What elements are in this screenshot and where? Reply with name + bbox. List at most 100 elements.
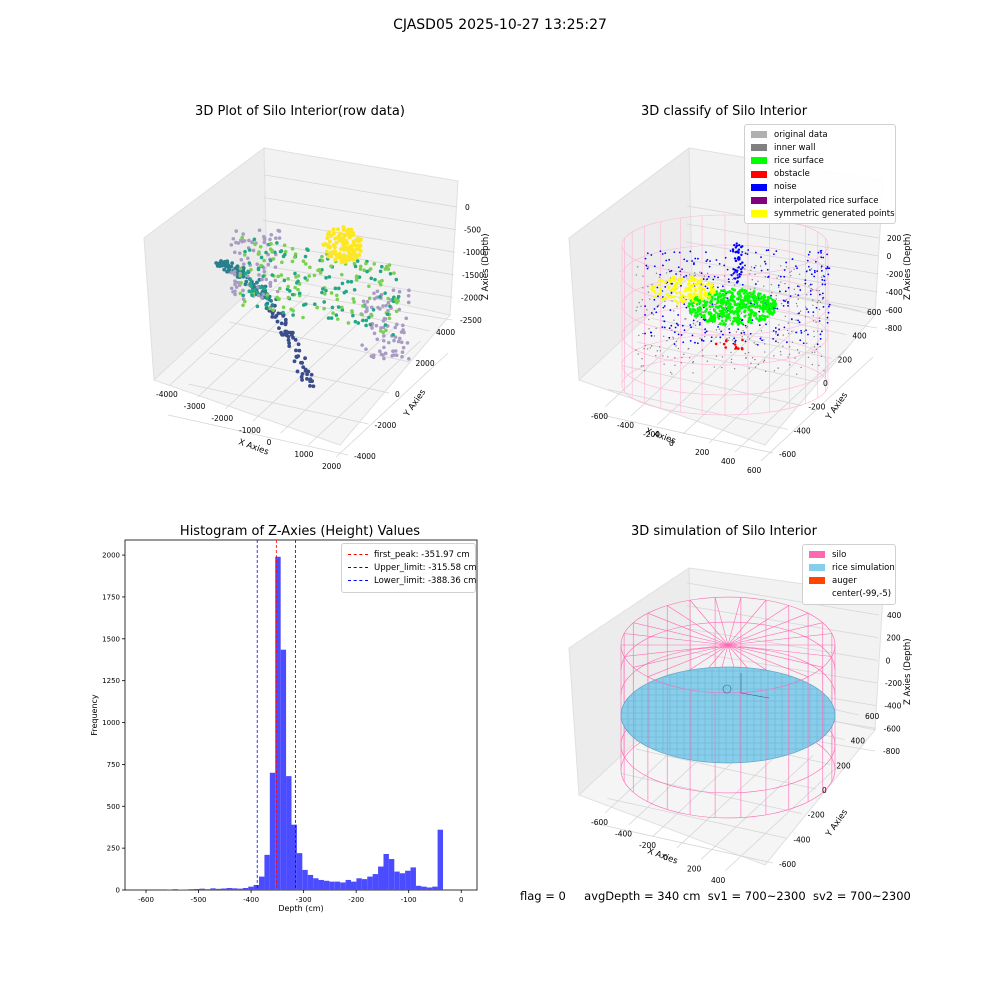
- rice-surface-point: [738, 296, 741, 300]
- noise-point: [772, 329, 775, 332]
- noise-point: [668, 327, 671, 330]
- data-point: [391, 288, 396, 293]
- noise-point: [814, 260, 817, 263]
- symmetric-point: [709, 287, 713, 291]
- rice-surface-point: [749, 321, 753, 325]
- rice-surface-point: [766, 315, 769, 319]
- noise-point: [810, 273, 813, 276]
- noise-point: [704, 331, 707, 334]
- data-point: [393, 349, 398, 353]
- noise-point: [677, 324, 679, 326]
- data-point: [254, 280, 259, 285]
- data-point: [256, 285, 260, 289]
- noise-point: [826, 253, 828, 256]
- data-point: [247, 261, 252, 265]
- noise-point: [823, 275, 826, 278]
- legend-line: [348, 567, 368, 569]
- data-point: [335, 297, 340, 302]
- symmetric-point: [697, 286, 701, 290]
- rice-surface-point: [740, 301, 744, 305]
- obstacle-point: [722, 342, 726, 346]
- z-tick-label: -500: [464, 226, 481, 235]
- inner-wall-point: [775, 298, 778, 300]
- data-point: [232, 272, 237, 276]
- inner-wall-point: [806, 342, 808, 345]
- inner-wall-point: [750, 269, 752, 271]
- noise-point: [820, 251, 822, 254]
- data-point: [268, 258, 273, 263]
- data-point: [386, 340, 391, 345]
- inner-wall-point: [751, 279, 753, 281]
- symmetric-point: [672, 289, 676, 293]
- noise-point: [734, 251, 737, 254]
- data-point: [337, 286, 341, 291]
- silo-roof-rib: [633, 622, 729, 646]
- silo-roof-rib: [727, 644, 832, 657]
- rice-surface-point: [738, 317, 742, 321]
- symmetric-point: [706, 282, 710, 286]
- legend-swatch: [809, 577, 825, 585]
- noise-point: [775, 250, 778, 253]
- noise-point: [774, 327, 777, 329]
- rice-surface-point: [690, 302, 694, 306]
- legend-item: symmetric generated points: [751, 207, 895, 220]
- rice-surface-point: [720, 298, 724, 302]
- noise-point: [799, 339, 802, 342]
- data-point: [241, 288, 245, 293]
- data-point: [349, 279, 354, 284]
- rice-surface-point: [723, 322, 727, 326]
- noise-point: [807, 311, 810, 313]
- figure-title: CJASD05 2025-10-27 13:25:27: [393, 17, 607, 33]
- noise-point: [824, 283, 827, 286]
- symmetric-point: [710, 282, 714, 286]
- symmetric-point: [676, 301, 679, 305]
- rice-surface-point: [744, 289, 748, 293]
- y-tick-label: -4000: [354, 452, 376, 461]
- data-point: [379, 264, 384, 269]
- x-tick-label: -300: [296, 896, 312, 904]
- inner-wall-point: [754, 358, 756, 361]
- noise-point: [822, 296, 824, 299]
- inner-wall-point: [810, 288, 812, 290]
- inner-wall-point: [702, 355, 704, 357]
- data-point: [261, 274, 265, 279]
- data-point: [377, 280, 382, 284]
- data-point: [287, 344, 292, 349]
- inner-wall-point: [811, 363, 814, 366]
- noise-point: [712, 278, 715, 281]
- rice-surface-point: [695, 314, 699, 318]
- noise-point: [709, 260, 711, 263]
- data-point: [270, 250, 274, 254]
- data-point: [290, 246, 295, 251]
- noise-point: [809, 269, 811, 271]
- rice-surface-point: [737, 305, 741, 309]
- inner-wall-point: [636, 306, 638, 308]
- data-point: [232, 250, 237, 255]
- noise-point: [782, 299, 785, 302]
- inner-wall-point: [726, 337, 728, 340]
- inner-wall-point: [757, 363, 760, 366]
- legend-item: silo: [809, 548, 889, 561]
- noise-point: [706, 258, 709, 261]
- histogram-bar: [313, 878, 319, 890]
- data-point: [238, 273, 242, 278]
- panel-simulation-title: 3D simulation of Silo Interior: [631, 524, 817, 539]
- histogram-bar: [231, 888, 238, 890]
- rice-surface-point: [730, 287, 734, 291]
- data-point: [305, 376, 309, 381]
- inner-wall-point: [754, 273, 756, 276]
- noise-point: [804, 279, 807, 282]
- histogram-bar: [367, 876, 373, 890]
- noise-point: [827, 305, 830, 308]
- inner-wall-point: [811, 351, 813, 354]
- legend-label: Lower_limit: -388.36 cm: [374, 575, 477, 586]
- inner-wall-point: [673, 310, 675, 312]
- data-point: [396, 339, 401, 344]
- noise-point: [767, 249, 770, 251]
- noise-point: [693, 262, 695, 264]
- noise-point: [800, 331, 803, 334]
- data-point: [338, 231, 343, 236]
- noise-point: [728, 331, 731, 334]
- noise-point: [779, 275, 782, 278]
- inner-wall-point: [815, 321, 817, 323]
